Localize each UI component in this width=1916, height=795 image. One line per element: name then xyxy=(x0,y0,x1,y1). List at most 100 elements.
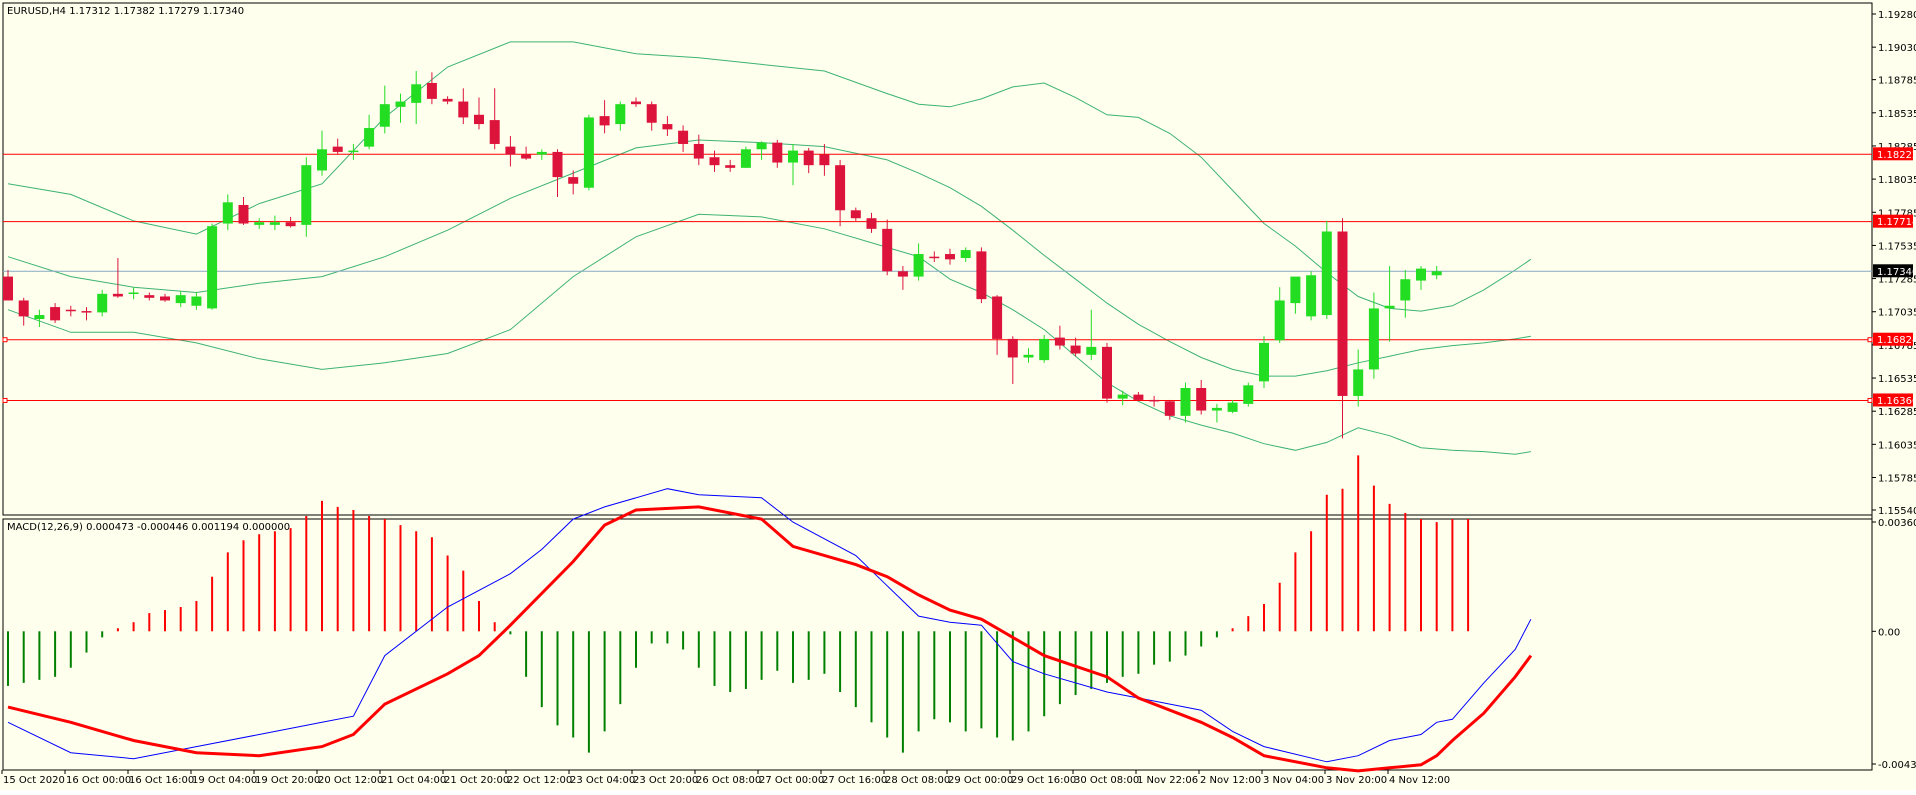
candle-body xyxy=(976,251,987,300)
level-handle[interactable] xyxy=(1867,337,1873,343)
candle-body xyxy=(1180,387,1191,416)
candle-body xyxy=(945,254,955,260)
candle-body xyxy=(882,228,893,272)
current-price-box xyxy=(1873,264,1913,278)
candle-body xyxy=(1070,345,1081,354)
time-label: 15 Oct 2020 xyxy=(3,775,65,786)
level-label-box xyxy=(1873,393,1913,407)
time-label: 16 Oct 16:00 xyxy=(129,775,194,786)
candle-body xyxy=(992,296,1003,339)
time-label: 28 Oct 08:00 xyxy=(885,775,950,786)
level-handle[interactable] xyxy=(2,337,8,343)
candle-body xyxy=(803,150,814,166)
candle-body xyxy=(583,117,594,188)
candle-body xyxy=(615,104,626,125)
macd-histogram xyxy=(7,455,1470,753)
candles xyxy=(3,71,1442,439)
price-tick-label: 1.17785 xyxy=(1878,208,1916,219)
level-label-box xyxy=(1873,332,1913,346)
time-label: 26 Oct 08:00 xyxy=(696,775,761,786)
candle-body xyxy=(1400,279,1411,301)
time-label: 16 Oct 00:00 xyxy=(66,775,131,786)
candle-body xyxy=(1117,394,1128,399)
candle-body xyxy=(709,157,720,166)
candle-body xyxy=(395,101,406,107)
level-handle[interactable] xyxy=(2,397,8,403)
candle-body xyxy=(1243,385,1254,404)
price-tick-label: 1.16035 xyxy=(1878,440,1916,451)
price-tick-label: 1.16785 xyxy=(1878,341,1916,352)
time-label: 23 Oct 04:00 xyxy=(570,775,635,786)
candle-body xyxy=(897,271,908,277)
candle-body xyxy=(50,307,61,321)
candle-body xyxy=(1023,354,1034,358)
time-label: 2 Nov 12:00 xyxy=(1200,775,1261,786)
macd-tick-label: -0.004374 xyxy=(1878,760,1916,771)
price-tick-label: 1.17285 xyxy=(1878,275,1916,286)
candle-body xyxy=(678,130,689,144)
candle-body xyxy=(317,149,327,171)
price-tick-label: 1.18535 xyxy=(1878,109,1916,120)
price-tick-label: 1.16285 xyxy=(1878,407,1916,418)
candle-body xyxy=(960,250,971,259)
candle-body xyxy=(552,151,563,178)
time-label: 21 Oct 04:00 xyxy=(381,775,446,786)
price-tick-label: 1.19030 xyxy=(1878,43,1916,54)
candle-body xyxy=(348,150,359,153)
time-label: 3 Nov 04:00 xyxy=(1263,775,1324,786)
price-tick-label: 1.17035 xyxy=(1878,308,1916,319)
candle-body xyxy=(1102,346,1112,399)
candle-body xyxy=(1274,300,1285,341)
candle-body xyxy=(34,315,45,320)
candle-body xyxy=(1431,271,1442,276)
candle-body xyxy=(3,276,13,301)
price-tick-label: 1.15785 xyxy=(1878,474,1916,485)
candle-body xyxy=(144,295,155,298)
candle-body xyxy=(505,146,516,155)
level-handle[interactable] xyxy=(1867,397,1873,403)
time-label: 22 Oct 12:00 xyxy=(507,775,572,786)
candle-body xyxy=(128,292,139,295)
candle-body xyxy=(1164,401,1175,416)
candle-body xyxy=(756,142,767,150)
time-label: 23 Oct 20:00 xyxy=(633,775,698,786)
level-label: 1.18222 xyxy=(1877,150,1916,161)
candle-body xyxy=(1353,369,1364,396)
horizontal-levels[interactable] xyxy=(2,153,1873,403)
candle-body xyxy=(1054,337,1065,346)
candle-body xyxy=(1368,308,1379,370)
time-label: 30 Oct 08:00 xyxy=(1074,775,1139,786)
candle-body xyxy=(175,295,186,304)
price-tick-label: 1.16535 xyxy=(1878,374,1916,385)
symbol-header: EURUSD,H4 1.17312 1.17382 1.17279 1.1734… xyxy=(7,6,244,17)
candle-body xyxy=(207,226,218,309)
candle-body xyxy=(285,222,296,227)
candle-body xyxy=(646,104,657,123)
level-label: 1.16824 xyxy=(1877,335,1916,346)
time-label: 19 Oct 20:00 xyxy=(255,775,320,786)
candle-body xyxy=(866,218,877,229)
candle-body xyxy=(1196,387,1207,411)
macd-tick-label: 0.003603 xyxy=(1878,518,1916,529)
candle-body xyxy=(1321,231,1332,316)
time-label: 27 Oct 16:00 xyxy=(822,775,887,786)
candle-body xyxy=(97,293,108,313)
candle-body xyxy=(301,165,312,225)
bollinger-upper-line xyxy=(7,41,1532,312)
candle-body xyxy=(788,150,798,163)
macd-tick-label: 0.00 xyxy=(1878,627,1900,638)
candle-body xyxy=(1259,342,1269,382)
candle-body xyxy=(835,165,846,211)
time-label: 21 Oct 20:00 xyxy=(444,775,509,786)
price-tick-label: 1.15540 xyxy=(1878,506,1916,517)
macd-line xyxy=(7,488,1532,763)
candle-body xyxy=(568,177,579,184)
macd-lines xyxy=(7,488,1533,773)
candle-body xyxy=(65,309,76,312)
candle-body xyxy=(1306,275,1317,317)
candle-body xyxy=(1039,338,1050,361)
